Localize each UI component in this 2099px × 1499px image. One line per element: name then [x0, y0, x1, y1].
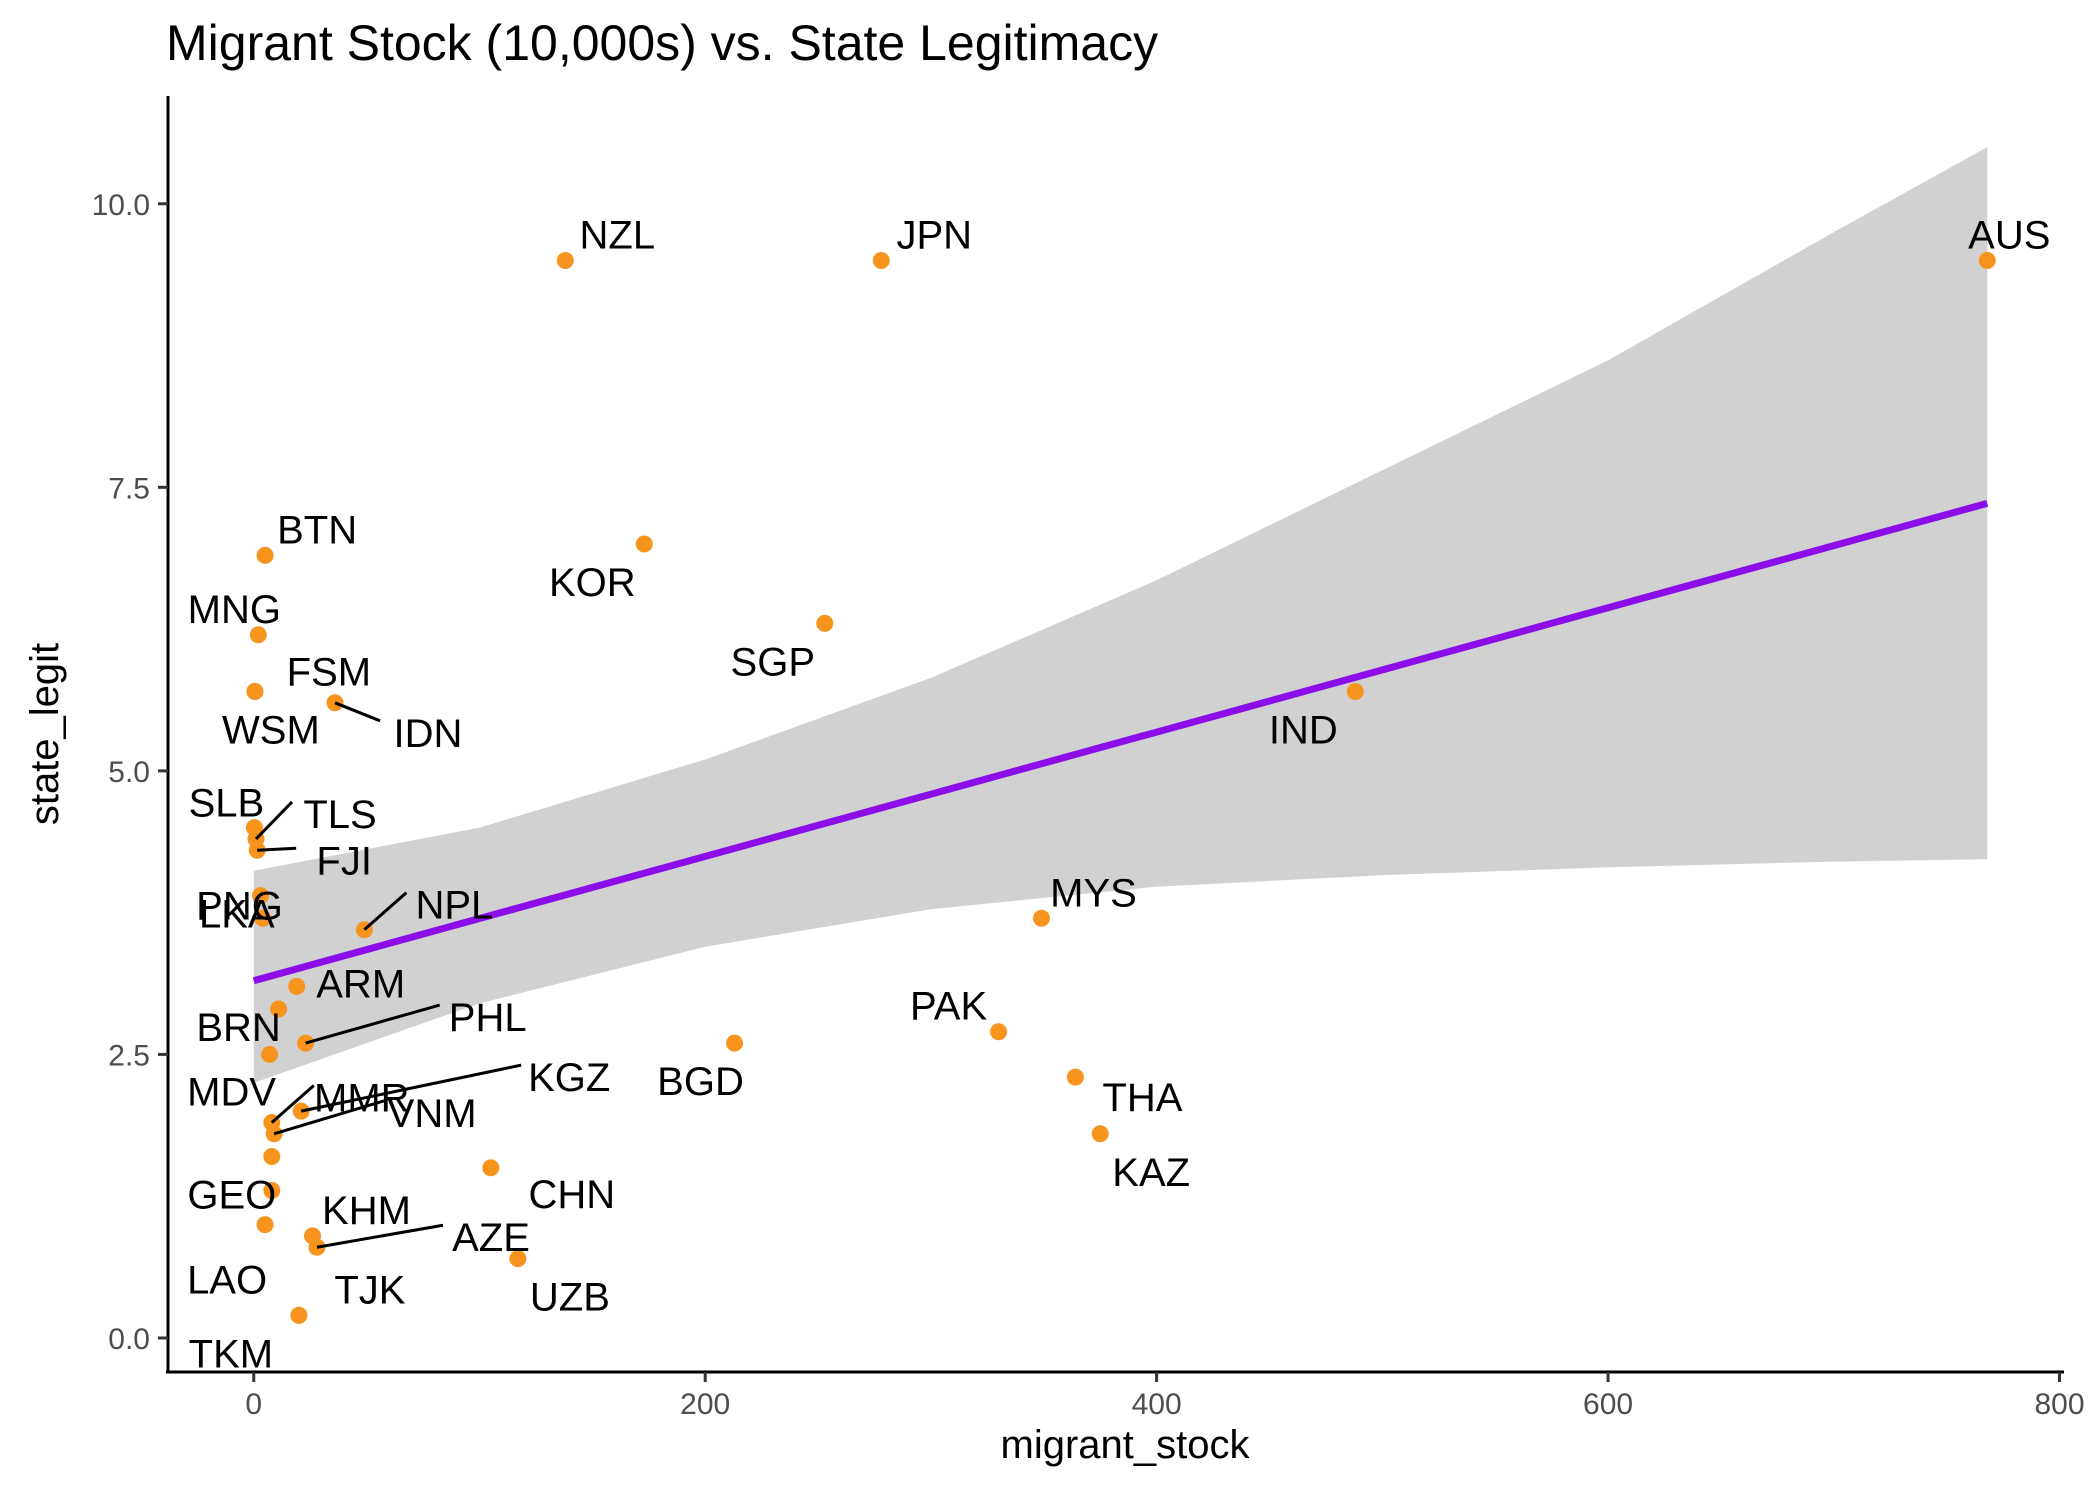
confidence-band	[253, 147, 1988, 1083]
point-label: AZE	[452, 1216, 530, 1260]
point-label: PAK	[910, 985, 987, 1029]
data-point	[252, 887, 269, 905]
label-leader-line	[363, 891, 408, 931]
point-label: IND	[1269, 709, 1338, 753]
point-label: KAZ	[1112, 1151, 1190, 1195]
point-label: THA	[1102, 1076, 1182, 1120]
point-label: ARM	[316, 962, 405, 1006]
point-label: TJK	[334, 1268, 405, 1312]
point-label: MDV	[187, 1070, 276, 1114]
point-label: UZB	[530, 1276, 610, 1320]
data-point	[1978, 252, 1996, 269]
label-leader-line	[316, 1223, 444, 1249]
data-point	[509, 1250, 527, 1268]
point-label: VNM	[388, 1092, 477, 1136]
point-label: KOR	[549, 561, 636, 605]
regression-line-layer	[252, 499, 1989, 985]
point-label: AUS	[1968, 214, 2050, 258]
x-axis-title: migrant_stock	[1001, 1423, 1251, 1467]
x-tick-label: 600	[1583, 1388, 1633, 1421]
point-label: FSM	[287, 651, 371, 695]
point-label: CHN	[528, 1173, 615, 1217]
data-point	[261, 1045, 279, 1063]
data-point	[246, 683, 264, 700]
data-point	[1091, 1125, 1109, 1143]
data-point	[288, 977, 306, 995]
data-point	[263, 1148, 281, 1165]
point-label: TLS	[303, 793, 376, 837]
x-axis-ticks: 0 200 400 600 800	[245, 1372, 2085, 1421]
point-label: MNG	[188, 588, 281, 632]
y-tick-label: 0.0	[108, 1323, 150, 1356]
point-label: NPL	[415, 884, 493, 928]
point-label: GEO	[187, 1174, 276, 1218]
data-point	[816, 614, 834, 632]
data-point	[270, 1000, 288, 1018]
point-label: LKA	[199, 892, 275, 936]
data-point	[482, 1159, 500, 1177]
point-label: BTN	[277, 508, 357, 552]
y-tick-label: 2.5	[108, 1039, 150, 1072]
point-label: SLB	[189, 782, 265, 826]
chart-title: Migrant Stock (10,000s) vs. State Legiti…	[166, 15, 1158, 71]
label-leader-line	[273, 1099, 385, 1136]
data-point	[1033, 909, 1050, 927]
data-point	[990, 1023, 1008, 1041]
point-labels-layer: NZL JPN AUS BTN KOR MNG SGP FSM IDN WSM IND SLB TLSF…	[187, 214, 2050, 1377]
data-point	[254, 909, 272, 927]
label-leader-line	[270, 1084, 315, 1124]
data-point	[556, 252, 574, 269]
point-label: KGZ	[528, 1056, 610, 1100]
data-point	[1346, 683, 1364, 700]
point-label: TKM	[189, 1332, 273, 1376]
x-tick-label: 800	[2034, 1388, 2084, 1421]
confidence-band-layer	[253, 147, 1988, 1083]
label-leader-line	[257, 846, 297, 852]
data-point	[256, 546, 274, 564]
label-leader-line	[334, 701, 381, 723]
y-tick-label: 10.0	[92, 189, 150, 222]
point-label: WSM	[222, 709, 320, 753]
x-tick-label: 0	[245, 1388, 262, 1421]
point-label: FJI	[316, 839, 372, 883]
y-axis-title: state_legit	[23, 643, 67, 825]
label-leader-line	[254, 800, 294, 840]
point-label: LAO	[187, 1259, 267, 1303]
point-label: SGP	[731, 640, 815, 684]
point-label: NZL	[580, 214, 656, 258]
y-tick-label: 7.5	[108, 472, 150, 505]
data-point	[1066, 1068, 1084, 1086]
point-label: PNG	[196, 885, 283, 929]
point-label: MYS	[1050, 871, 1137, 915]
point-label: JPN	[897, 214, 973, 258]
x-tick-label: 200	[680, 1388, 730, 1421]
y-axis-ticks: 0.0 2.5 5.0 7.5 10.0	[92, 189, 168, 1356]
label-leader-line	[300, 1063, 522, 1113]
point-label: BRN	[196, 1006, 280, 1050]
point-label: BGD	[657, 1060, 744, 1104]
point-label: PHL	[449, 996, 527, 1040]
point-label: KHM	[322, 1189, 411, 1233]
y-tick-label: 5.0	[108, 756, 150, 789]
data-point	[726, 1034, 743, 1052]
label-leader-line	[305, 1003, 441, 1045]
data-point	[263, 1182, 281, 1199]
data-point	[326, 694, 344, 712]
data-point	[635, 535, 653, 553]
data-point	[290, 1306, 308, 1324]
regression-line	[252, 499, 1989, 985]
data-point	[256, 1216, 274, 1234]
x-tick-label: 400	[1132, 1388, 1182, 1421]
point-label: IDN	[394, 712, 463, 756]
data-point	[249, 626, 267, 644]
data-point	[872, 252, 890, 269]
